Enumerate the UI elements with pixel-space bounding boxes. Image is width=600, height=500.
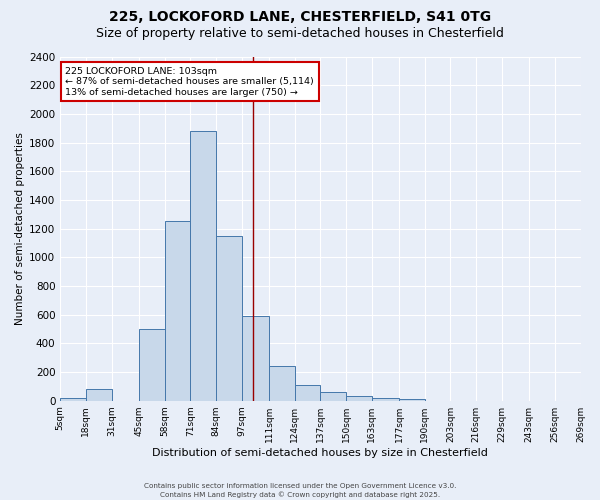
Bar xyxy=(216,236,242,400)
X-axis label: Distribution of semi-detached houses by size in Chesterfield: Distribution of semi-detached houses by … xyxy=(152,448,488,458)
Bar xyxy=(60,398,86,400)
Text: Contains HM Land Registry data © Crown copyright and database right 2025.: Contains HM Land Registry data © Crown c… xyxy=(160,491,440,498)
Bar xyxy=(295,385,320,400)
Bar xyxy=(320,392,346,400)
Bar xyxy=(371,398,399,400)
Bar xyxy=(190,131,216,400)
Bar xyxy=(399,398,425,400)
Y-axis label: Number of semi-detached properties: Number of semi-detached properties xyxy=(15,132,25,325)
Text: Contains public sector information licensed under the Open Government Licence v3: Contains public sector information licen… xyxy=(144,483,456,489)
Bar xyxy=(86,389,112,400)
Bar xyxy=(139,329,165,400)
Bar xyxy=(269,366,295,400)
Bar xyxy=(165,222,190,400)
Bar xyxy=(346,396,371,400)
Bar xyxy=(242,316,269,400)
Text: 225 LOCKOFORD LANE: 103sqm
← 87% of semi-detached houses are smaller (5,114)
13%: 225 LOCKOFORD LANE: 103sqm ← 87% of semi… xyxy=(65,67,314,96)
Text: Size of property relative to semi-detached houses in Chesterfield: Size of property relative to semi-detach… xyxy=(96,28,504,40)
Text: 225, LOCKOFORD LANE, CHESTERFIELD, S41 0TG: 225, LOCKOFORD LANE, CHESTERFIELD, S41 0… xyxy=(109,10,491,24)
